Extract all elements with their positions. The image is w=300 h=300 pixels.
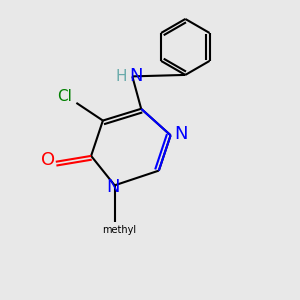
Text: N: N xyxy=(106,178,120,196)
Text: H: H xyxy=(116,69,127,84)
Text: O: O xyxy=(41,151,56,169)
Text: methyl: methyl xyxy=(102,225,136,235)
Text: N: N xyxy=(129,68,142,85)
Text: N: N xyxy=(174,125,188,143)
Text: Cl: Cl xyxy=(57,89,72,104)
